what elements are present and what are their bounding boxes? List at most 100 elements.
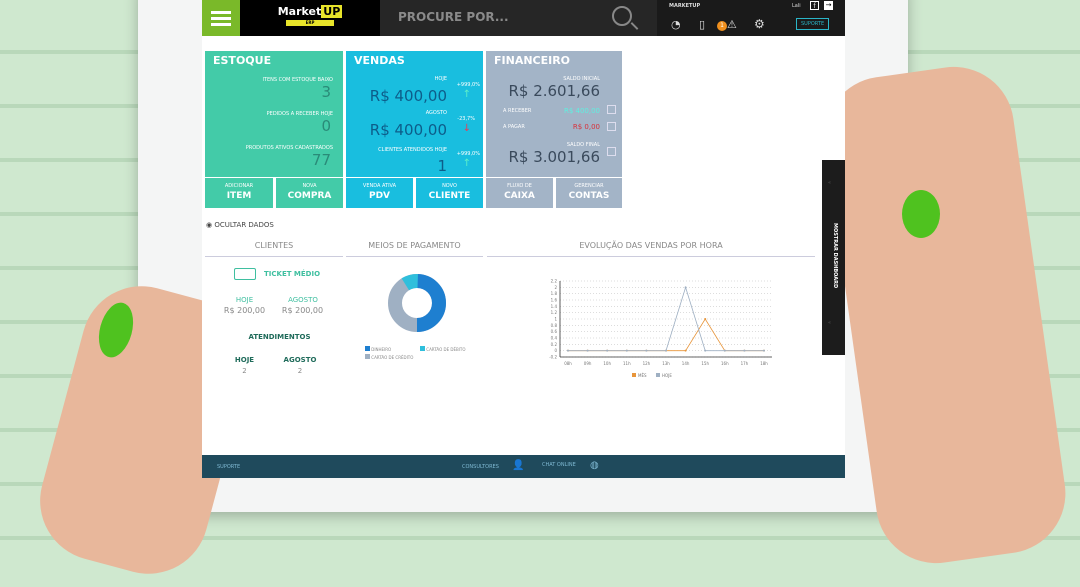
dashboard-screen: Market UP ERP PROCURE POR... MARKETUP Lali…: [202, 0, 845, 478]
chevron-left-icon: «: [828, 320, 832, 326]
legend-swatch: [420, 346, 425, 351]
data-point: [763, 349, 765, 352]
notification-badge[interactable]: 1: [717, 21, 727, 31]
show-dashboard-label: MOSTRAR DASHBOARD: [832, 223, 838, 289]
search-icon[interactable]: [612, 6, 632, 26]
vendas-hoje-change: +999,0%: [456, 82, 480, 88]
saldo-final-label: SALDO FINAL: [566, 142, 600, 148]
logo-sub: ERP: [286, 20, 334, 26]
a-receber-label: A RECEBER: [503, 108, 532, 114]
legend-swatch: [632, 373, 636, 377]
hide-data-toggle[interactable]: ◉ OCULTAR DADOS: [206, 221, 274, 229]
btn-big: CONTAS: [568, 191, 610, 201]
alert-icon[interactable]: ⚠: [727, 18, 737, 31]
data-point: [704, 318, 707, 320]
puzzle-icon[interactable]: ▯: [699, 18, 706, 31]
legend-debito: CARTÃO DE DÉBITO: [420, 346, 466, 352]
ticket-label: TICKET MÉDIO: [264, 270, 321, 278]
x-tick-label: 12h: [643, 361, 651, 366]
legend-label: HOJE: [662, 373, 672, 378]
x-tick-label: 13h: [662, 361, 670, 366]
btn-big: COMPRA: [287, 191, 332, 201]
legend-label: CARTÃO DE CRÉDITO: [371, 355, 414, 360]
vendas-hoje-value: R$ 400,00: [369, 87, 447, 105]
data-point: [586, 349, 589, 352]
hide-data-label: OCULTAR DADOS: [214, 221, 274, 229]
estoque-value-3: 77: [311, 151, 331, 169]
minus-icon[interactable]: [607, 122, 616, 131]
y-tick-label: 2.2: [551, 279, 558, 284]
show-dashboard-tab[interactable]: « MOSTRAR DASHBOARD «: [822, 160, 845, 355]
legend-swatch: [656, 373, 660, 377]
vendas-agosto-change: -23,7%: [457, 116, 475, 122]
a-pagar-label: A PAGAR: [503, 124, 525, 130]
payment-donut: [388, 274, 446, 332]
adicionar-item-button[interactable]: ADICIONAR ITEM: [205, 178, 273, 208]
btn-small: NOVA: [302, 183, 317, 189]
user-name[interactable]: Lali: [792, 3, 801, 9]
a-receber-value: R$ 400,00: [563, 107, 600, 115]
footer-support-link[interactable]: SUPORTE: [217, 464, 241, 470]
x-tick-label: 10h: [603, 361, 611, 366]
footer-bar: SUPORTE CONSULTORES 👤 CHAT ONLINE ◍: [202, 455, 845, 478]
y-tick-label: 1.2: [551, 310, 558, 315]
estoque-title: ESTOQUE: [213, 54, 272, 67]
sales-by-hour-chart: 2.221.8 1.61.41.2 10.80.6 0.40.20 -0.2 08h 09h…: [549, 279, 772, 378]
ticket-hoje-label: HOJE: [235, 296, 254, 304]
estoque-label-2: PEDIDOS A RECEBER HOJE: [266, 111, 333, 117]
atend-hoje-label: HOJE: [234, 356, 255, 364]
estoque-value-2: 0: [321, 117, 331, 135]
estoque-label-1: ITENS COM ESTOQUE BAIXO: [262, 77, 333, 83]
data-point: [625, 349, 628, 352]
vendas-clientes-label: CLIENTES ATENDIDOS HOJE: [378, 147, 447, 153]
plus-icon[interactable]: [607, 105, 616, 114]
y-tick-label: 0.6: [551, 329, 558, 334]
legend-label: DINHEIRO: [371, 347, 392, 352]
btn-big: CAIXA: [504, 191, 535, 201]
footer-chat-link[interactable]: CHAT ONLINE: [542, 462, 576, 468]
pdv-button[interactable]: VENDA ATIVA PDV: [346, 178, 413, 208]
estoque-card: ESTOQUE ITENS COM ESTOQUE BAIXO 3 PEDIDO…: [205, 51, 343, 177]
dashboard-gauge-icon[interactable]: ◔: [671, 18, 681, 31]
data-point: [665, 349, 667, 352]
chevron-left-icon: «: [828, 180, 832, 186]
arrow-up-icon: ↑: [462, 158, 471, 169]
eye-off-icon: ◉: [206, 221, 213, 229]
pagamento-title: MEIOS DE PAGAMENTO: [346, 241, 483, 257]
support-button[interactable]: SUPORTE: [796, 18, 830, 30]
ticket-icon: [234, 268, 256, 280]
btn-small: ADICIONAR: [224, 183, 254, 189]
ticket-agosto-label: AGOSTO: [288, 296, 318, 304]
data-point: [645, 349, 648, 352]
fluxo-caixa-button[interactable]: FLUXO DE CAIXA: [486, 178, 553, 208]
nova-compra-button[interactable]: NOVA COMPRA: [276, 178, 343, 208]
logout-icon[interactable]: →: [824, 1, 833, 10]
atend-agosto-value: 2: [297, 367, 303, 375]
equals-icon[interactable]: [607, 147, 616, 156]
ticket-agosto-value: R$ 200,00: [281, 306, 324, 315]
legend-swatch: [365, 346, 370, 351]
estoque-value-1: 3: [321, 83, 331, 101]
gerenciar-contas-button[interactable]: GERENCIAR CONTAS: [556, 178, 622, 208]
y-tick-label: 1.6: [551, 298, 558, 303]
btn-big: PDV: [368, 191, 391, 201]
y-tick-label: 1.8: [551, 291, 558, 296]
legend-label: CARTÃO DE DÉBITO: [426, 347, 466, 352]
btn-small: FLUXO DE: [507, 183, 532, 189]
saldo-inicial-value: R$ 2.601,66: [508, 82, 600, 100]
financeiro-card: FINANCEIRO SALDO INICIAL R$ 2.601,66 A R…: [486, 51, 622, 177]
footer-consultores-link[interactable]: CONSULTORES: [462, 464, 499, 470]
atend-agosto-label: AGOSTO: [283, 356, 317, 364]
y-tick-label: 2: [554, 285, 557, 290]
chart-title: EVOLUÇÃO DAS VENDAS POR HORA: [487, 241, 815, 257]
legend-dinheiro: DINHEIRO: [365, 346, 391, 352]
logo[interactable]: Market UP ERP: [240, 0, 380, 36]
y-tick-label: 1.4: [551, 304, 558, 309]
gear-icon[interactable]: ⚙: [754, 17, 765, 31]
vendas-title: VENDAS: [354, 54, 405, 67]
search-input[interactable]: PROCURE POR...: [398, 10, 509, 24]
novo-cliente-button[interactable]: NOVO CLIENTE: [416, 178, 483, 208]
x-tick-label: 18h: [760, 361, 768, 366]
menu-button[interactable]: [202, 0, 240, 36]
facebook-icon[interactable]: f: [810, 1, 819, 10]
